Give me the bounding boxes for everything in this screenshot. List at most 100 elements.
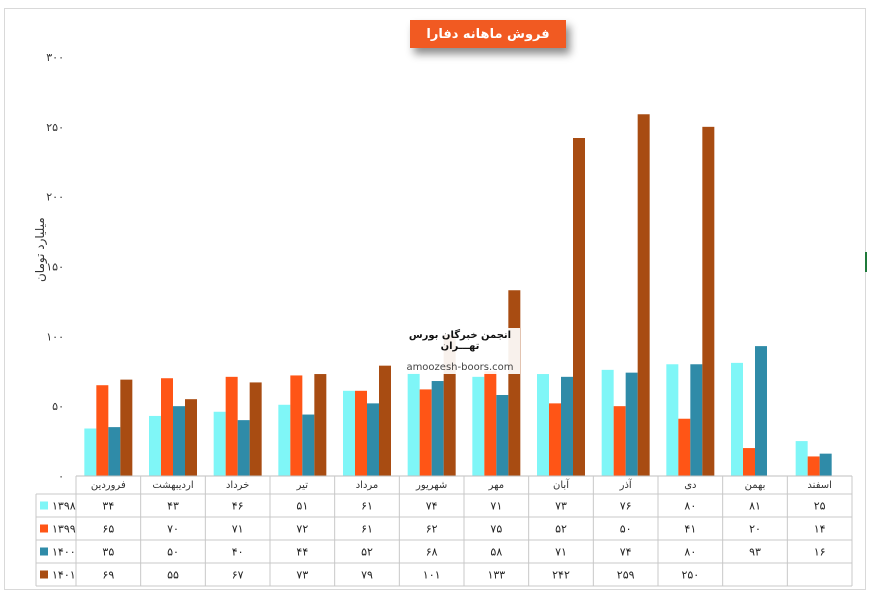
data-label: ۶۲ [426,523,438,536]
data-label: ۲۵۹ [617,569,635,582]
legend-swatch [40,501,48,510]
data-label: ۵۸ [490,546,502,559]
x-tick-label: شهریور [415,480,447,491]
bar [213,411,226,476]
watermark-url: amoozesh-boors.com [406,362,514,373]
legend-label: ۱۳۹۸ [52,500,76,513]
bar [407,372,420,476]
bar [472,376,485,476]
bar [755,346,767,476]
bar [496,394,509,476]
data-label: ۱۳۳ [487,569,505,582]
data-label: ۹۳ [749,546,761,559]
bar [666,364,679,476]
data-label: ۴۱ [684,523,696,536]
y-tick-label: ۰ [58,470,64,483]
data-label: ۷۳ [555,500,567,513]
data-label: ۷۲ [296,523,308,536]
x-tick-label: آذر [619,478,633,491]
bar [225,376,238,476]
x-tick-label: مرداد [356,480,379,491]
x-tick-label: مهر [488,480,504,491]
y-tick-label: ۵۰ [52,400,64,413]
data-label: ۳۴ [102,500,114,513]
bar [149,415,161,476]
bar [702,126,715,476]
data-label: ۵۱ [296,500,308,513]
bar [819,453,832,476]
bar [367,403,379,476]
y-tick-label: ۳۰۰ [46,51,64,64]
data-label: ۴۴ [296,546,308,559]
bar [731,362,743,476]
data-label: ۵۰ [167,546,179,559]
bar [419,389,432,476]
data-label: ۵۲ [361,546,373,559]
y-tick-label: ۱۰۰ [46,330,64,343]
data-label: ۷۳ [296,569,308,582]
data-label: ۲۰ [749,523,761,536]
legend-swatch [40,524,48,533]
bar [537,374,549,476]
bar [549,403,561,476]
data-label: ۴۰ [232,546,244,559]
bar [96,385,109,476]
y-axis-label: میلیارد تومان [33,217,47,283]
bar [302,414,315,476]
x-tick-label: اردیبهشت [152,480,193,491]
bar [379,365,391,476]
chart-frame [4,8,866,590]
data-label: ۴۳ [167,500,179,513]
data-label: ۲۴۲ [552,569,570,582]
bar [601,369,614,476]
data-label: ۶۷ [232,569,244,582]
data-label: ۲۵ [814,500,826,513]
bar [120,379,133,476]
y-tick-label: ۱۵۰ [46,261,64,274]
data-label: ۱۰۱ [423,569,441,582]
bar [108,427,121,476]
data-label: ۷۵ [490,523,502,536]
data-label: ۵۲ [555,523,567,536]
data-label: ۷۱ [490,500,502,513]
data-label: ۲۵۰ [681,569,699,582]
bar [807,456,820,476]
data-label: ۶۸ [426,546,438,559]
data-label: ۷۴ [426,500,438,513]
data-label: ۶۱ [361,523,373,536]
data-label: ۷۰ [167,523,179,536]
bar [573,138,585,477]
data-label: ۶۹ [102,569,114,582]
data-label: ۵۰ [620,523,632,536]
bar [249,382,262,476]
data-label: ۸۰ [684,500,696,513]
data-label: ۸۰ [684,546,696,559]
data-label: ۵۵ [167,569,179,582]
data-label: ۸۱ [749,500,761,513]
bar [173,406,185,476]
data-label: ۷۱ [232,523,244,536]
bar [290,375,303,476]
bar [678,418,691,476]
x-tick-label: تیر [296,480,309,491]
bar [484,371,497,476]
x-tick-label: خرداد [226,480,249,491]
y-tick-label: ۲۰۰ [46,191,64,204]
bar [314,374,327,476]
data-label: ۷۴ [620,546,632,559]
watermark: انجمن خبرگان بورس تهـــران amoozesh-boor… [400,328,520,374]
data-label: ۶۱ [361,500,373,513]
bar [237,420,250,476]
legend-swatch [40,570,48,579]
data-label: ۷۱ [555,546,567,559]
bar [161,378,173,476]
y-tick-label: ۲۵۰ [46,121,64,134]
data-label: ۶۵ [102,523,114,536]
bar [743,448,755,476]
x-tick-label: آبان [553,478,570,491]
bar [613,406,626,476]
legend-swatch [40,547,48,556]
bar [278,404,291,476]
bar [84,428,97,476]
